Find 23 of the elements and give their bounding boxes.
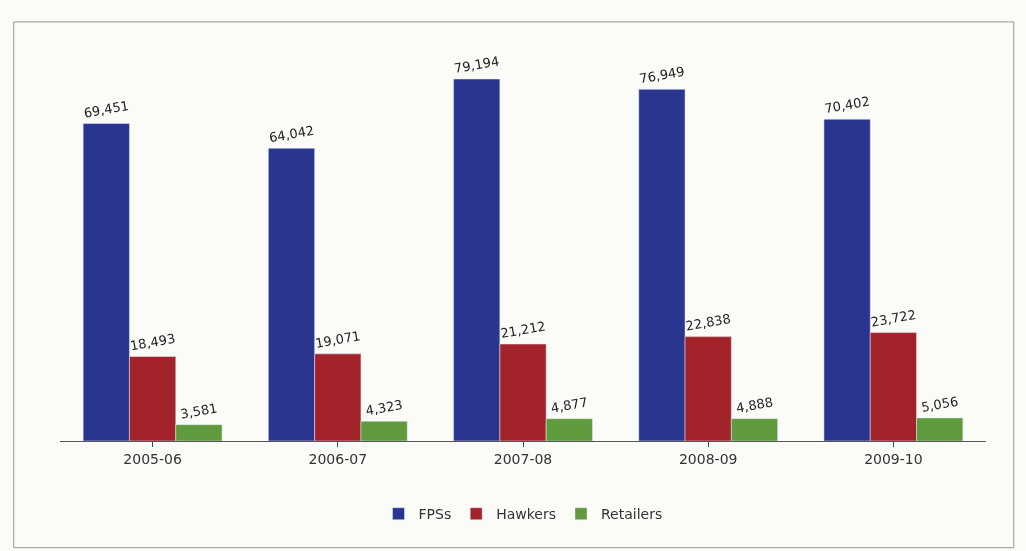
data-label: 19,071: [314, 328, 362, 351]
data-label: 76,949: [638, 63, 686, 87]
data-label: 22,838: [684, 310, 732, 334]
data-label: 18,493: [128, 330, 177, 354]
data-label: 4,888: [734, 394, 775, 416]
x-tick-label: 2009-10: [864, 450, 923, 467]
data-label: 21,212: [499, 318, 547, 342]
data-label: 4,323: [364, 397, 404, 419]
x-tick-label: 2006-07: [308, 450, 368, 467]
data-label: 70,402: [823, 93, 871, 117]
data-label: 64,042: [267, 122, 316, 146]
data-label: 3,581: [179, 400, 219, 422]
data-label: 79,194: [452, 53, 501, 77]
data-label: 69,451: [82, 97, 131, 121]
x-tick-label: 2007-08: [493, 450, 553, 467]
x-tick-label: 2008-09: [678, 450, 738, 467]
legend-label: FPSs: [418, 506, 452, 523]
x-tick-label: 2005-06: [123, 450, 182, 467]
legend-label: Retailers: [601, 506, 663, 523]
legend-label: Hawkers: [496, 506, 557, 523]
data-label: 23,722: [869, 306, 918, 330]
data-label: 5,056: [920, 393, 960, 415]
data-label: 4,877: [549, 394, 589, 416]
